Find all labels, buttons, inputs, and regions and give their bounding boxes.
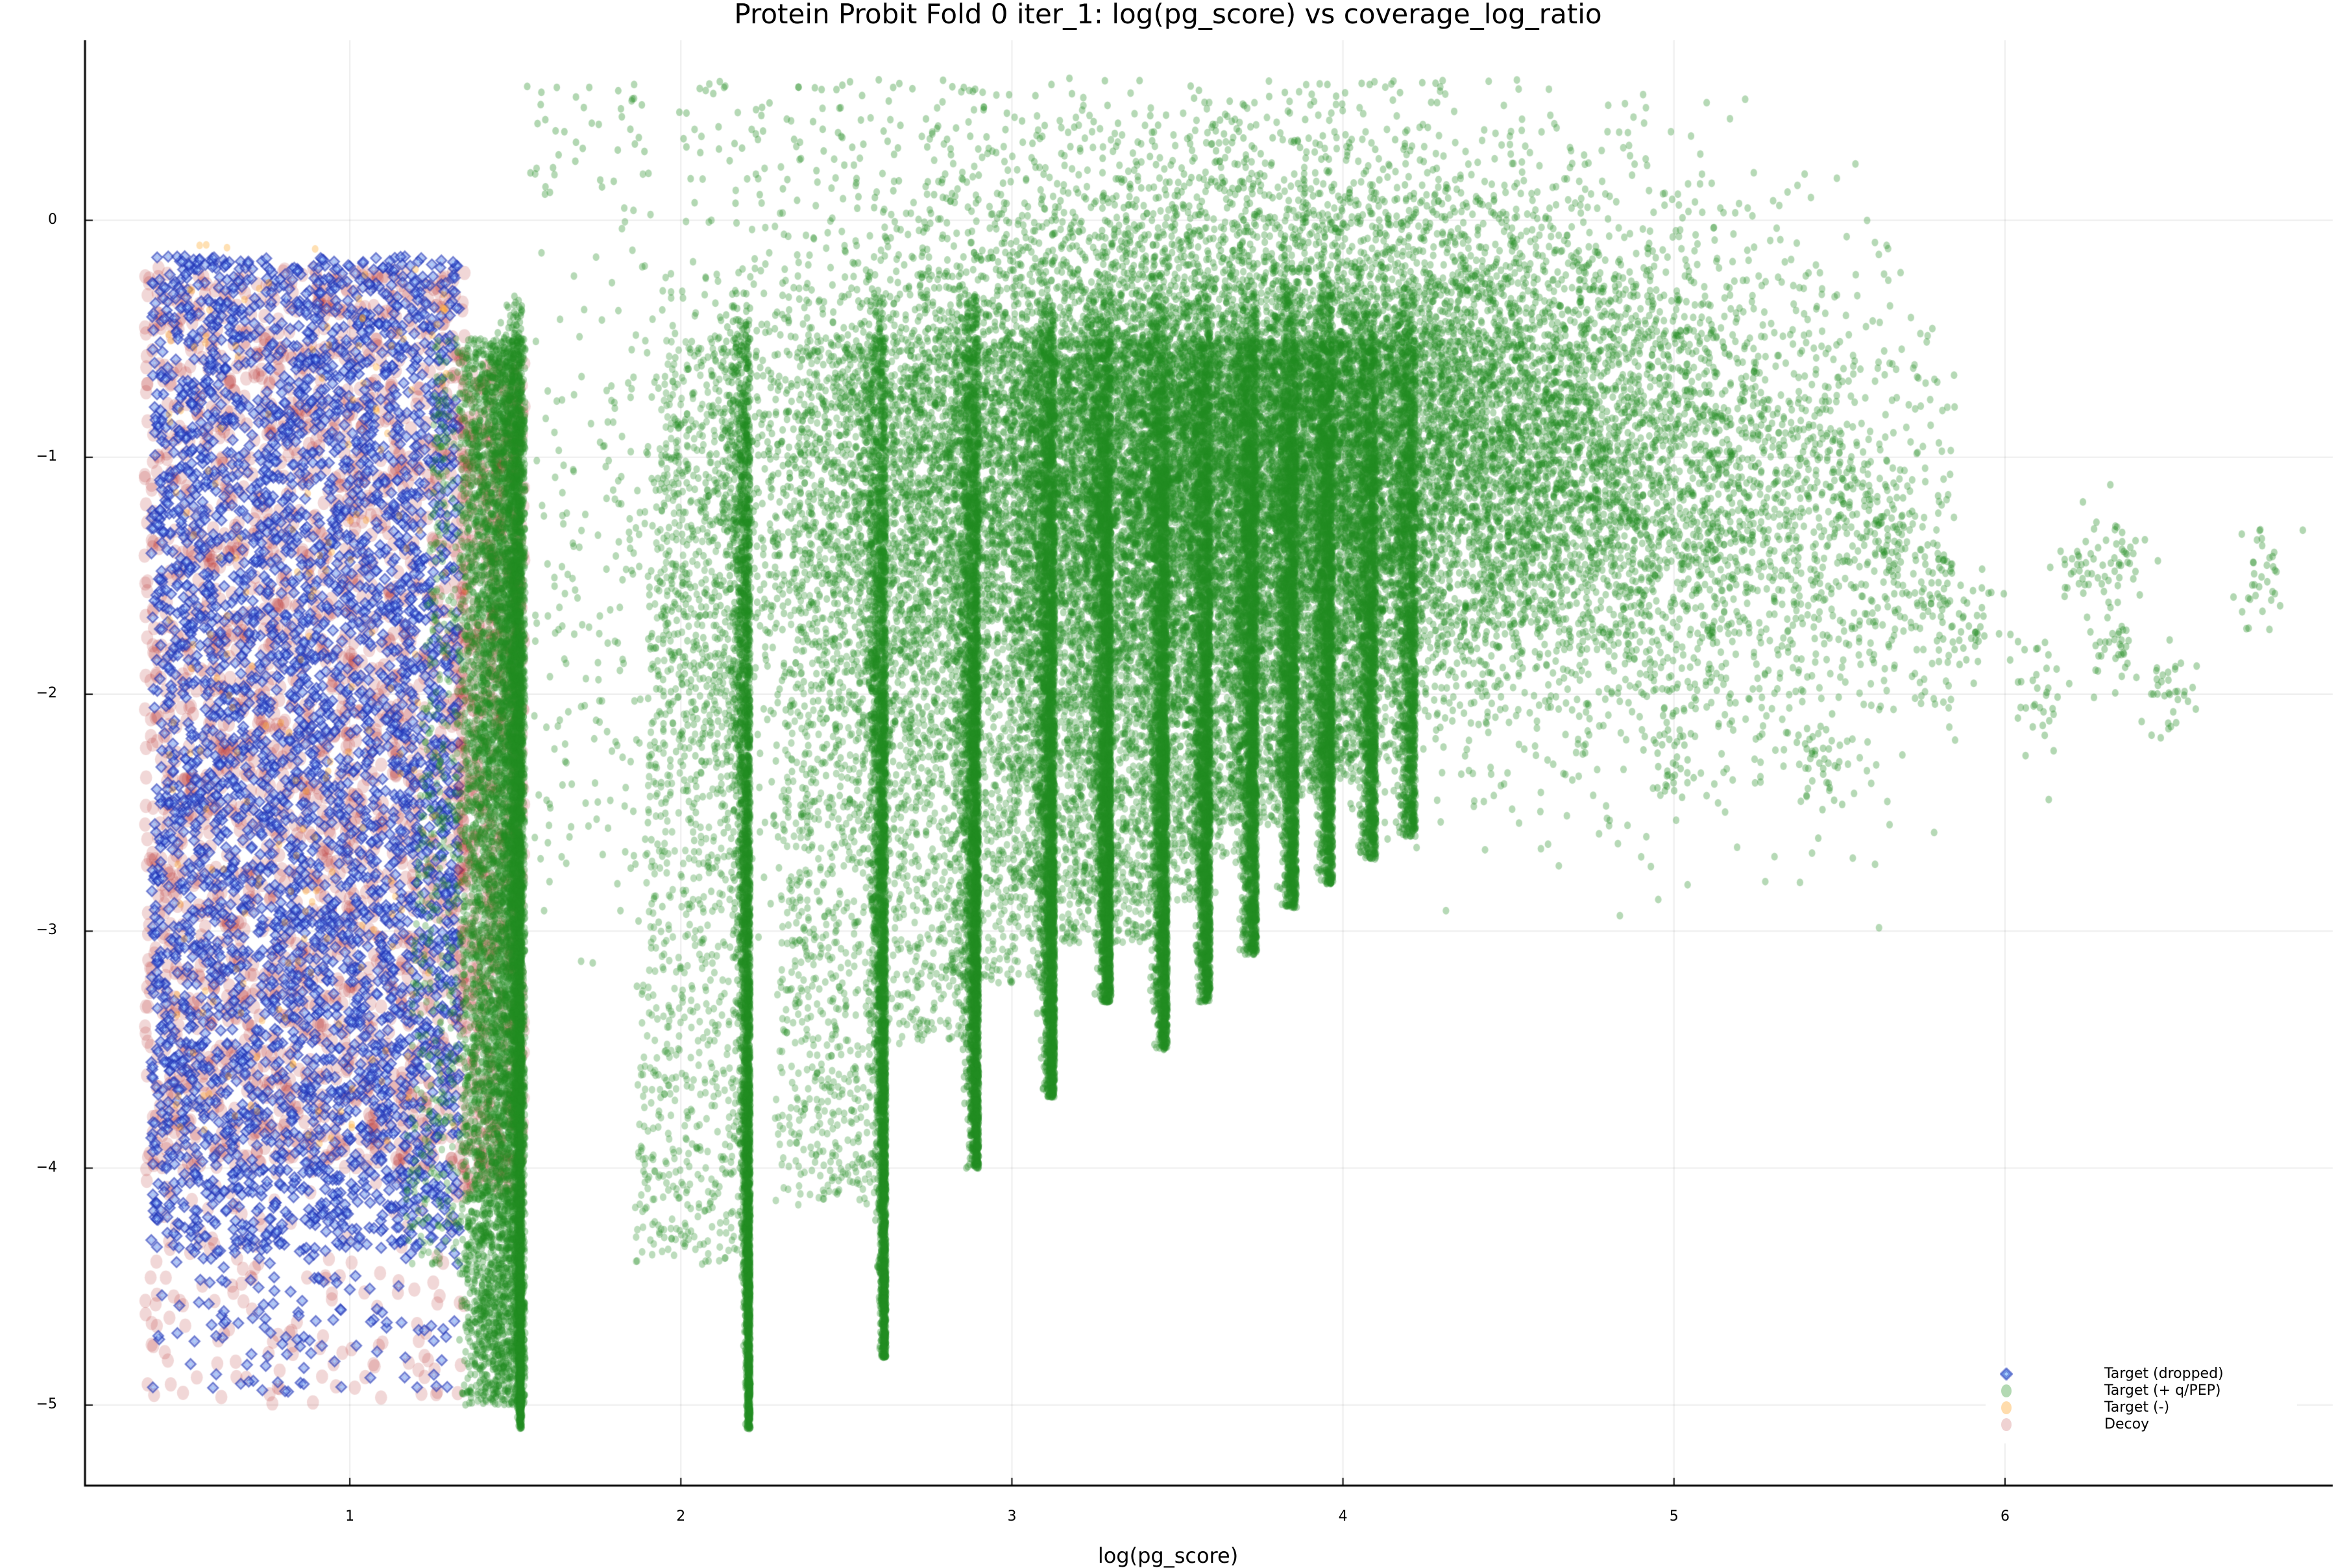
y-tick-label: 0	[48, 211, 57, 228]
pink-circle-marker-icon	[2001, 1418, 2012, 1431]
y-tick-label: −1	[36, 448, 57, 464]
x-tick-label: 4	[1338, 1508, 1348, 1525]
legend-item-decoy: Decoy	[1986, 1416, 2297, 1433]
y-tick-label: −5	[36, 1395, 57, 1412]
x-tick-label: 1	[345, 1508, 355, 1525]
legend-label: Target (+ q/PEP)	[2104, 1382, 2221, 1399]
x-tick-label: 2	[676, 1508, 686, 1525]
y-tick-label: −3	[36, 922, 57, 939]
legend-item-target-minus: Target (-)	[1986, 1399, 2297, 1416]
x-tick-label: 3	[1007, 1508, 1017, 1525]
diamond-marker-icon	[2000, 1368, 2013, 1381]
x-tick-label: 6	[2000, 1508, 2010, 1525]
x-tick-label: 5	[1669, 1508, 1679, 1525]
y-tick-label: −2	[36, 685, 57, 702]
legend-item-target-q-pep: Target (+ q/PEP)	[1986, 1382, 2297, 1399]
legend-label: Decoy	[2104, 1416, 2150, 1432]
y-tick-label: −4	[36, 1159, 57, 1176]
green-circle-marker-icon	[2001, 1384, 2012, 1397]
orange-circle-marker-icon	[2001, 1401, 2012, 1414]
legend-label: Target (-)	[2104, 1399, 2170, 1416]
legend: Target (dropped) Target (+ q/PEP) Target…	[1986, 1366, 2297, 1443]
legend-label: Target (dropped)	[2104, 1366, 2224, 1382]
x-axis-label: log(pg_score)	[1097, 1543, 1239, 1568]
legend-item-target-dropped: Target (dropped)	[1986, 1366, 2297, 1382]
